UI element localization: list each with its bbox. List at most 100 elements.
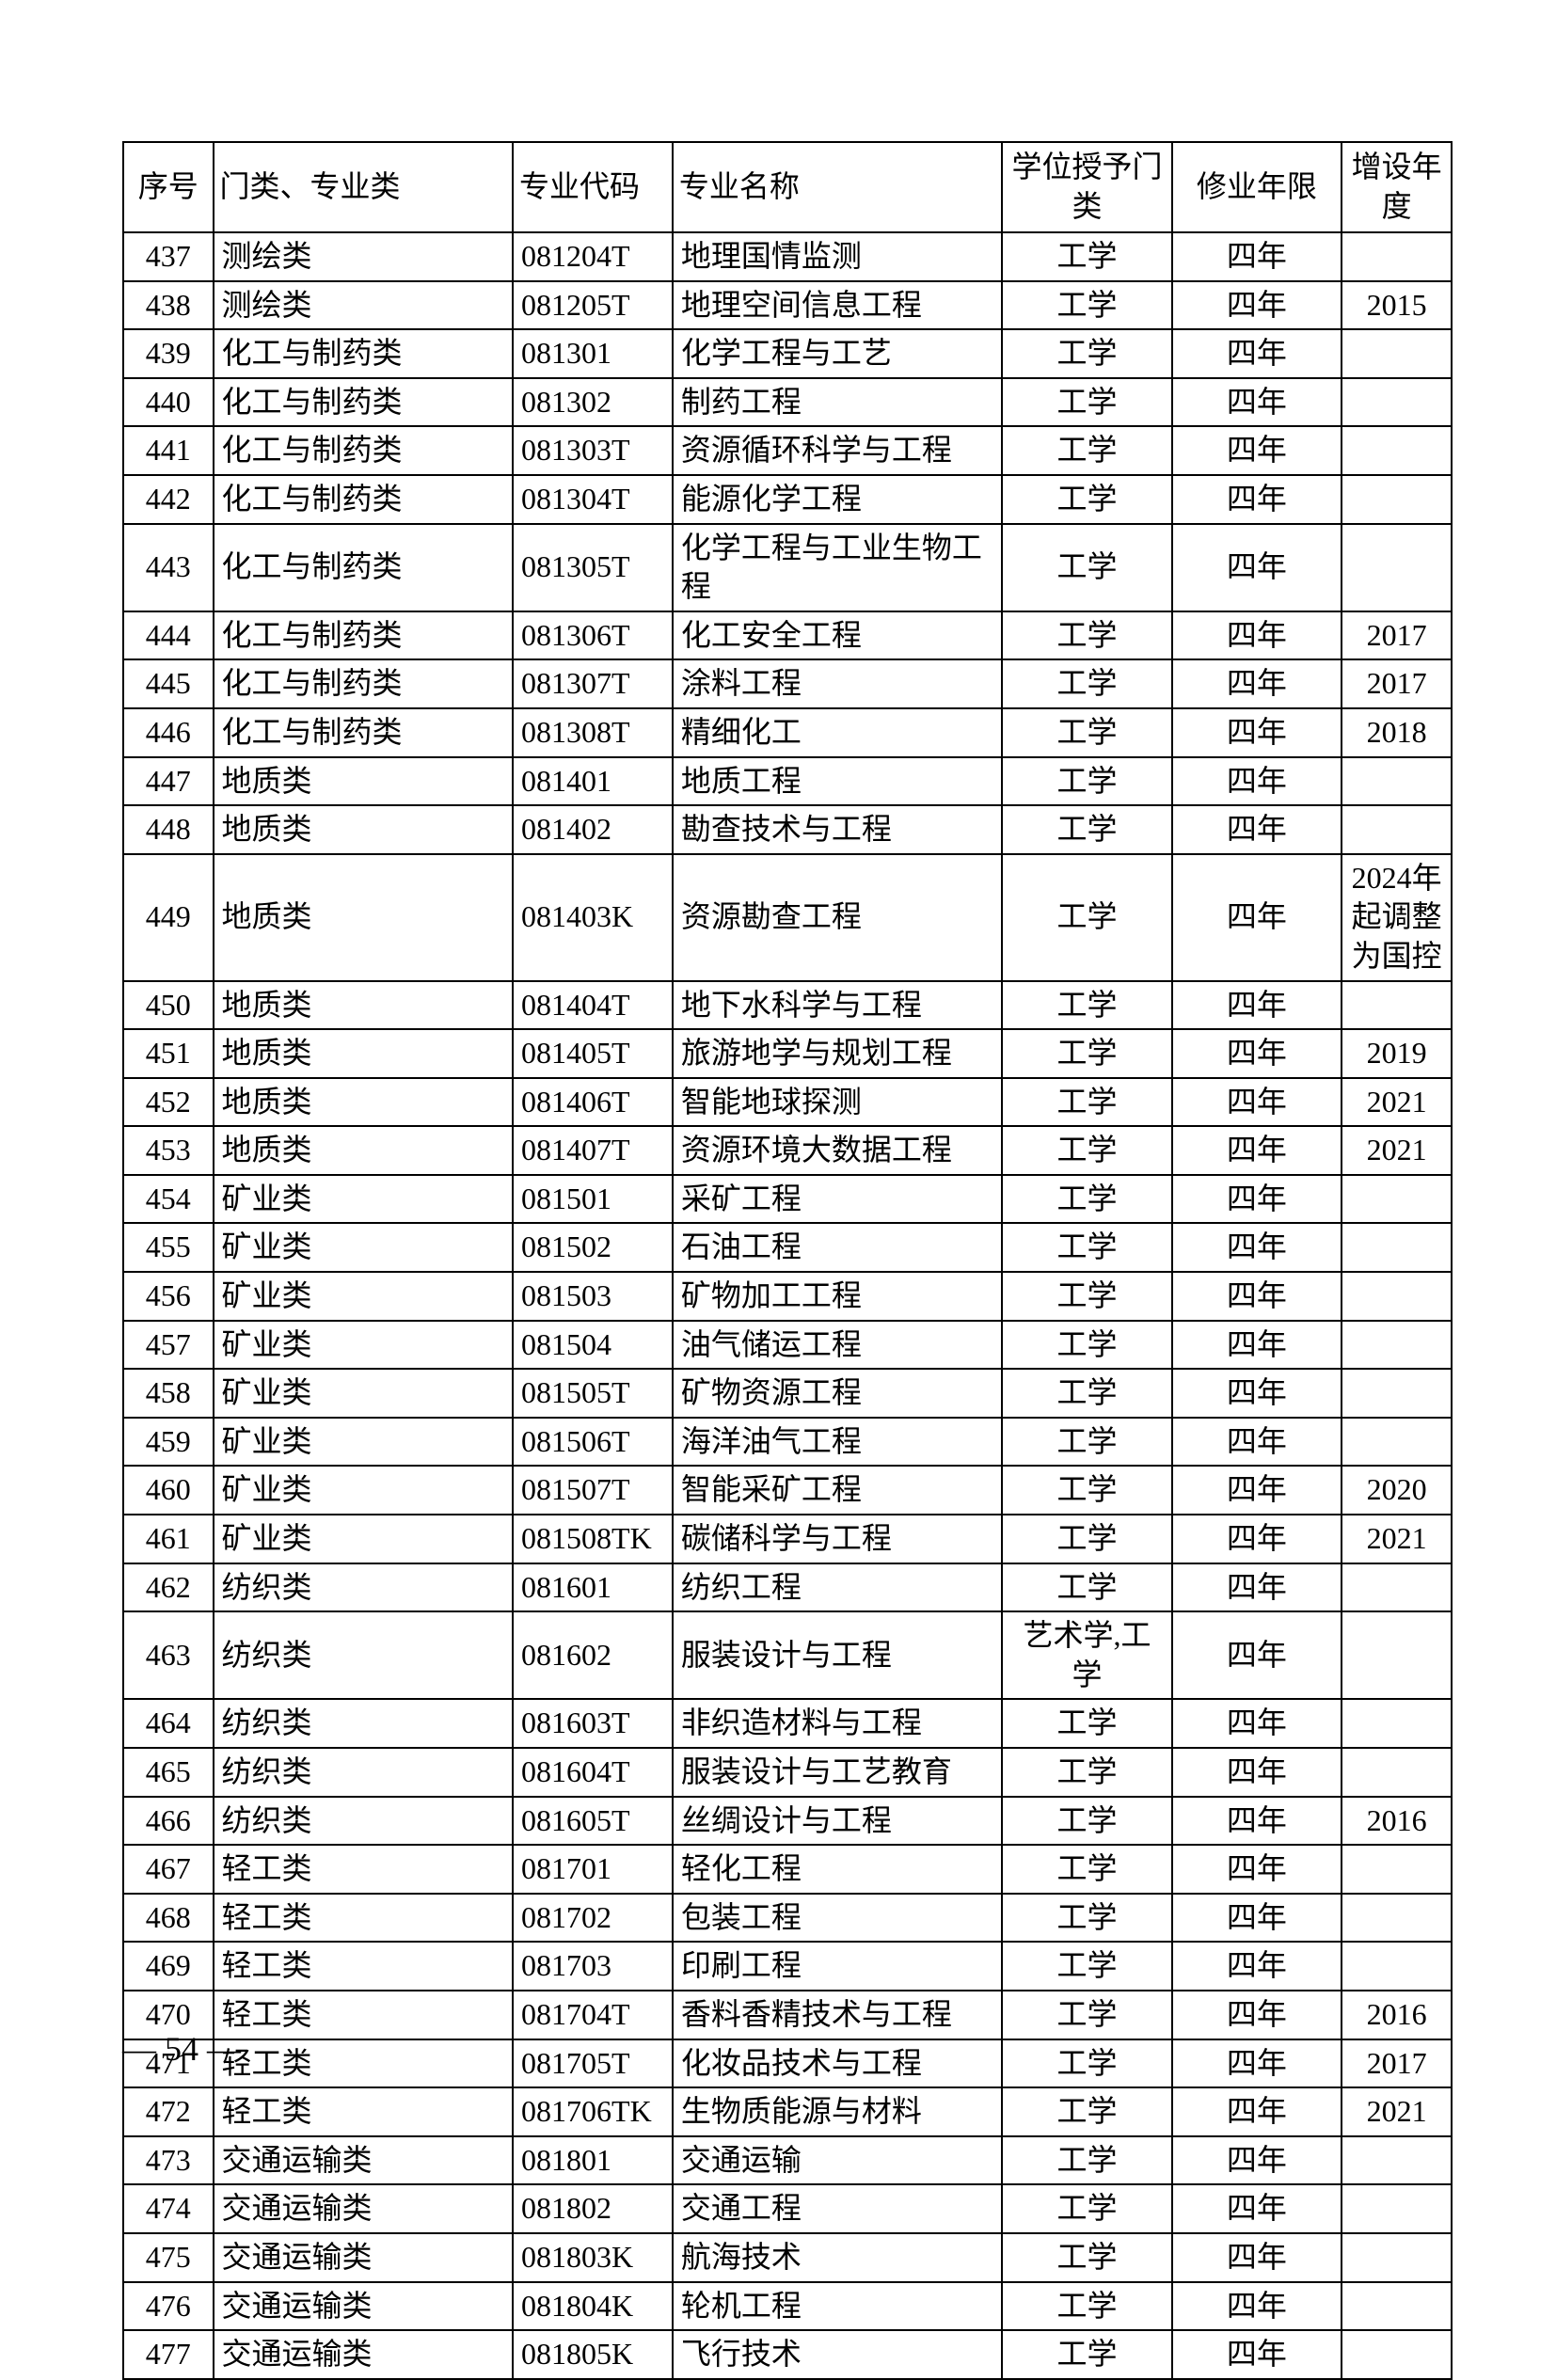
cell-code: 081602 bbox=[513, 1611, 673, 1699]
cell-seq: 464 bbox=[123, 1699, 214, 1748]
cell-name: 涂料工程 bbox=[673, 659, 1002, 708]
cell-seq: 475 bbox=[123, 2233, 214, 2282]
cell-years: 四年 bbox=[1172, 1563, 1342, 1612]
cell-year bbox=[1342, 329, 1452, 378]
table-row: 467轻工类081701轻化工程工学四年 bbox=[123, 1845, 1452, 1894]
cell-code: 081407T bbox=[513, 1126, 673, 1175]
cell-years: 四年 bbox=[1172, 1126, 1342, 1175]
cell-degree: 工学 bbox=[1002, 1272, 1171, 1321]
header-year: 增设年度 bbox=[1342, 142, 1452, 232]
cell-cat: 矿业类 bbox=[214, 1321, 513, 1370]
cell-seq: 446 bbox=[123, 708, 214, 757]
cell-seq: 453 bbox=[123, 1126, 214, 1175]
cell-code: 081304T bbox=[513, 475, 673, 524]
cell-cat: 交通运输类 bbox=[214, 2282, 513, 2331]
cell-code: 081308T bbox=[513, 708, 673, 757]
cell-seq: 469 bbox=[123, 1942, 214, 1991]
cell-years: 四年 bbox=[1172, 378, 1342, 427]
cell-cat: 矿业类 bbox=[214, 1418, 513, 1467]
cell-name: 石油工程 bbox=[673, 1223, 1002, 1272]
cell-year bbox=[1342, 1894, 1452, 1943]
table-row: 462纺织类081601纺织工程工学四年 bbox=[123, 1563, 1452, 1612]
table-row: 448地质类081402勘查技术与工程工学四年 bbox=[123, 805, 1452, 854]
table-row: 458矿业类081505T矿物资源工程工学四年 bbox=[123, 1369, 1452, 1418]
cell-cat: 纺织类 bbox=[214, 1563, 513, 1612]
cell-degree: 工学 bbox=[1002, 981, 1171, 1030]
cell-year bbox=[1342, 1223, 1452, 1272]
cell-code: 081704T bbox=[513, 1991, 673, 2039]
cell-year: 2016 bbox=[1342, 1991, 1452, 2039]
cell-degree: 工学 bbox=[1002, 426, 1171, 475]
cell-cat: 化工与制药类 bbox=[214, 475, 513, 524]
cell-code: 081805K bbox=[513, 2330, 673, 2379]
cell-year bbox=[1342, 1563, 1452, 1612]
cell-name: 智能采矿工程 bbox=[673, 1466, 1002, 1515]
cell-years: 四年 bbox=[1172, 1369, 1342, 1418]
cell-degree: 工学 bbox=[1002, 524, 1171, 611]
cell-seq: 460 bbox=[123, 1466, 214, 1515]
table-row: 475交通运输类081803K航海技术工学四年 bbox=[123, 2233, 1452, 2282]
cell-years: 四年 bbox=[1172, 611, 1342, 660]
cell-degree: 工学 bbox=[1002, 1797, 1171, 1846]
cell-name: 化学工程与工艺 bbox=[673, 329, 1002, 378]
cell-seq: 476 bbox=[123, 2282, 214, 2331]
cell-cat: 矿业类 bbox=[214, 1272, 513, 1321]
table-row: 474交通运输类081802交通工程工学四年 bbox=[123, 2184, 1452, 2233]
cell-cat: 地质类 bbox=[214, 1126, 513, 1175]
cell-years: 四年 bbox=[1172, 805, 1342, 854]
cell-code: 081205T bbox=[513, 281, 673, 330]
cell-cat: 交通运输类 bbox=[214, 2233, 513, 2282]
table-row: 457矿业类081504油气储运工程工学四年 bbox=[123, 1321, 1452, 1370]
cell-name: 海洋油气工程 bbox=[673, 1418, 1002, 1467]
table-row: 456矿业类081503矿物加工工程工学四年 bbox=[123, 1272, 1452, 1321]
table-row: 460矿业类081507T智能采矿工程工学四年2020 bbox=[123, 1466, 1452, 1515]
cell-degree: 工学 bbox=[1002, 805, 1171, 854]
cell-seq: 472 bbox=[123, 2087, 214, 2136]
cell-years: 四年 bbox=[1172, 1029, 1342, 1078]
cell-name: 航海技术 bbox=[673, 2233, 1002, 2282]
cell-years: 四年 bbox=[1172, 2282, 1342, 2331]
cell-seq: 454 bbox=[123, 1175, 214, 1224]
cell-cat: 轻工类 bbox=[214, 1894, 513, 1943]
cell-name: 能源化学工程 bbox=[673, 475, 1002, 524]
cell-degree: 工学 bbox=[1002, 1369, 1171, 1418]
cell-years: 四年 bbox=[1172, 2184, 1342, 2233]
cell-name: 飞行技术 bbox=[673, 2330, 1002, 2379]
cell-cat: 测绘类 bbox=[214, 232, 513, 281]
cell-year bbox=[1342, 475, 1452, 524]
cell-year: 2024年起调整为国控 bbox=[1342, 854, 1452, 981]
cell-seq: 438 bbox=[123, 281, 214, 330]
cell-code: 081803K bbox=[513, 2233, 673, 2282]
cell-cat: 化工与制药类 bbox=[214, 524, 513, 611]
cell-degree: 工学 bbox=[1002, 757, 1171, 806]
cell-degree: 工学 bbox=[1002, 1029, 1171, 1078]
cell-cat: 轻工类 bbox=[214, 1845, 513, 1894]
cell-year bbox=[1342, 1272, 1452, 1321]
cell-seq: 461 bbox=[123, 1515, 214, 1563]
cell-year bbox=[1342, 1418, 1452, 1467]
cell-years: 四年 bbox=[1172, 475, 1342, 524]
cell-degree: 工学 bbox=[1002, 2087, 1171, 2136]
header-years: 修业年限 bbox=[1172, 142, 1342, 232]
cell-degree: 艺术学,工学 bbox=[1002, 1611, 1171, 1699]
cell-years: 四年 bbox=[1172, 232, 1342, 281]
cell-years: 四年 bbox=[1172, 1223, 1342, 1272]
cell-cat: 纺织类 bbox=[214, 1611, 513, 1699]
cell-cat: 地质类 bbox=[214, 805, 513, 854]
cell-degree: 工学 bbox=[1002, 1321, 1171, 1370]
cell-years: 四年 bbox=[1172, 1272, 1342, 1321]
cell-years: 四年 bbox=[1172, 1991, 1342, 2039]
page-number: — 54 — bbox=[122, 2029, 241, 2069]
table-row: 464纺织类081603T非织造材料与工程工学四年 bbox=[123, 1699, 1452, 1748]
cell-year: 2016 bbox=[1342, 1797, 1452, 1846]
cell-cat: 纺织类 bbox=[214, 1699, 513, 1748]
cell-years: 四年 bbox=[1172, 981, 1342, 1030]
cell-cat: 交通运输类 bbox=[214, 2184, 513, 2233]
cell-seq: 456 bbox=[123, 1272, 214, 1321]
cell-year bbox=[1342, 1845, 1452, 1894]
table-row: 454矿业类081501采矿工程工学四年 bbox=[123, 1175, 1452, 1224]
cell-degree: 工学 bbox=[1002, 2039, 1171, 2088]
cell-years: 四年 bbox=[1172, 2330, 1342, 2379]
cell-name: 交通运输 bbox=[673, 2136, 1002, 2185]
cell-name: 矿物加工工程 bbox=[673, 1272, 1002, 1321]
